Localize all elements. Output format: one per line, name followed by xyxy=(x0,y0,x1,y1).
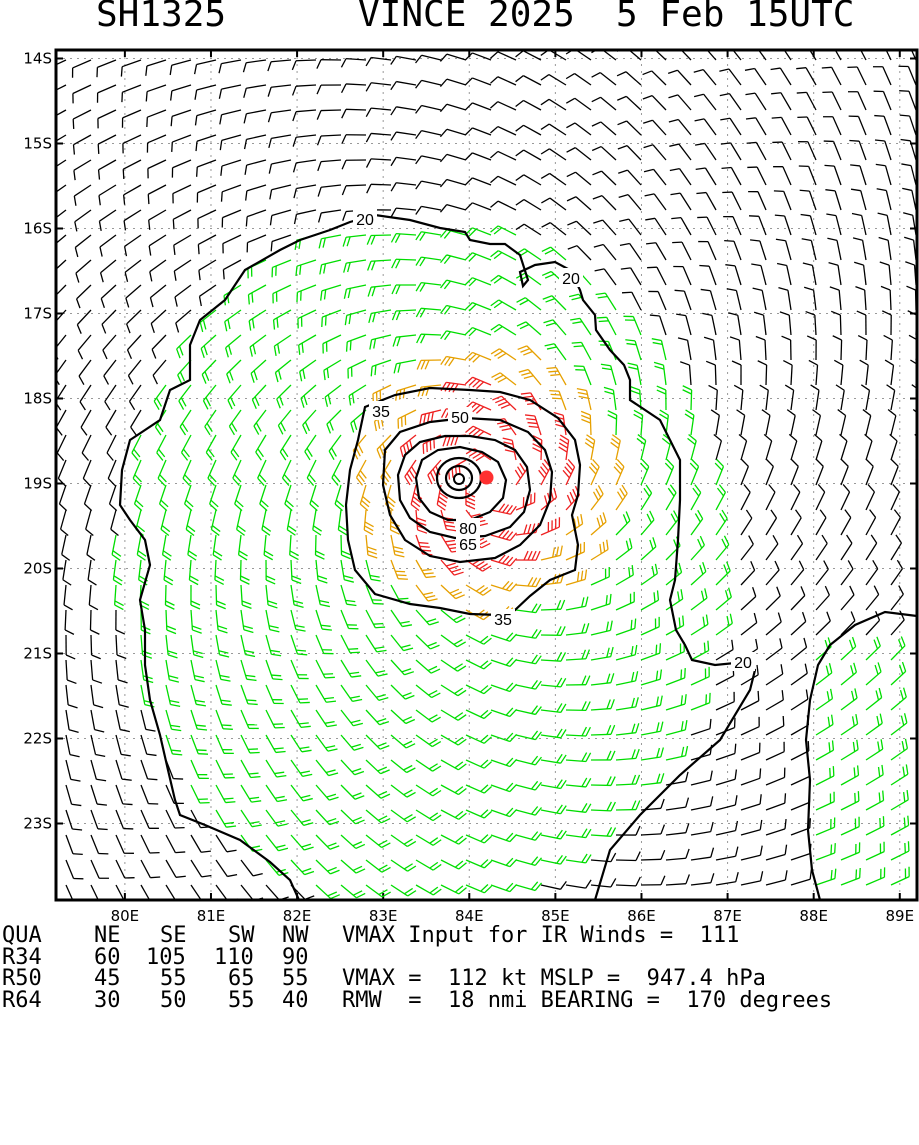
r50-nw: 55 xyxy=(282,968,309,990)
contour-label: 80 xyxy=(459,521,477,538)
contour-label: 20 xyxy=(356,212,374,229)
lon-label: 88E xyxy=(799,907,828,925)
contour-label: 35 xyxy=(494,612,512,629)
contour-label: 20 xyxy=(562,271,580,288)
r64-ne: 30 xyxy=(94,990,121,1012)
radii-row-r64: R64 30 50 55 40 RMW = 18 nmi BEARING = 1… xyxy=(2,990,29,1144)
header-sw: SW xyxy=(228,925,255,947)
lat-label: 23S xyxy=(23,815,52,833)
header-qua: QUA xyxy=(2,925,42,947)
contour-label: 35 xyxy=(372,404,390,421)
lat-label: 15S xyxy=(23,135,52,153)
lat-label: 14S xyxy=(23,50,52,68)
contour-label: 20 xyxy=(734,655,752,672)
header-se: SE xyxy=(160,925,187,947)
lat-label: 17S xyxy=(23,305,52,323)
r64-se: 50 xyxy=(160,990,187,1012)
lat-label: 22S xyxy=(23,730,52,748)
lat-label: 20S xyxy=(23,560,52,578)
storm-center-marker xyxy=(480,471,494,485)
lat-label: 19S xyxy=(23,475,52,493)
lat-label: 18S xyxy=(23,390,52,408)
vmax-mslp-text: VMAX = 112 kt MSLP = 947.4 hPa xyxy=(342,968,766,990)
lon-label: 89E xyxy=(885,907,914,925)
vmax-input-text: VMAX Input for IR Winds = 111 xyxy=(342,925,739,947)
r64-sw: 55 xyxy=(228,990,255,1012)
r50-sw: 65 xyxy=(228,968,255,990)
r50-se: 55 xyxy=(160,968,187,990)
row-label: R50 xyxy=(2,968,42,990)
lat-label: 21S xyxy=(23,645,52,663)
lon-label: 81E xyxy=(197,907,226,925)
row-label: R64 xyxy=(2,990,42,1012)
r64-nw: 40 xyxy=(282,990,309,1012)
r50-ne: 45 xyxy=(94,968,121,990)
header-ne: NE xyxy=(94,925,121,947)
contour-label: 65 xyxy=(459,537,477,554)
contour-label: 50 xyxy=(451,410,469,427)
header-nw: NW xyxy=(282,925,309,947)
rmw-bearing-text: RMW = 18 nmi BEARING = 170 degrees xyxy=(342,990,832,1012)
lat-label: 16S xyxy=(23,220,52,238)
